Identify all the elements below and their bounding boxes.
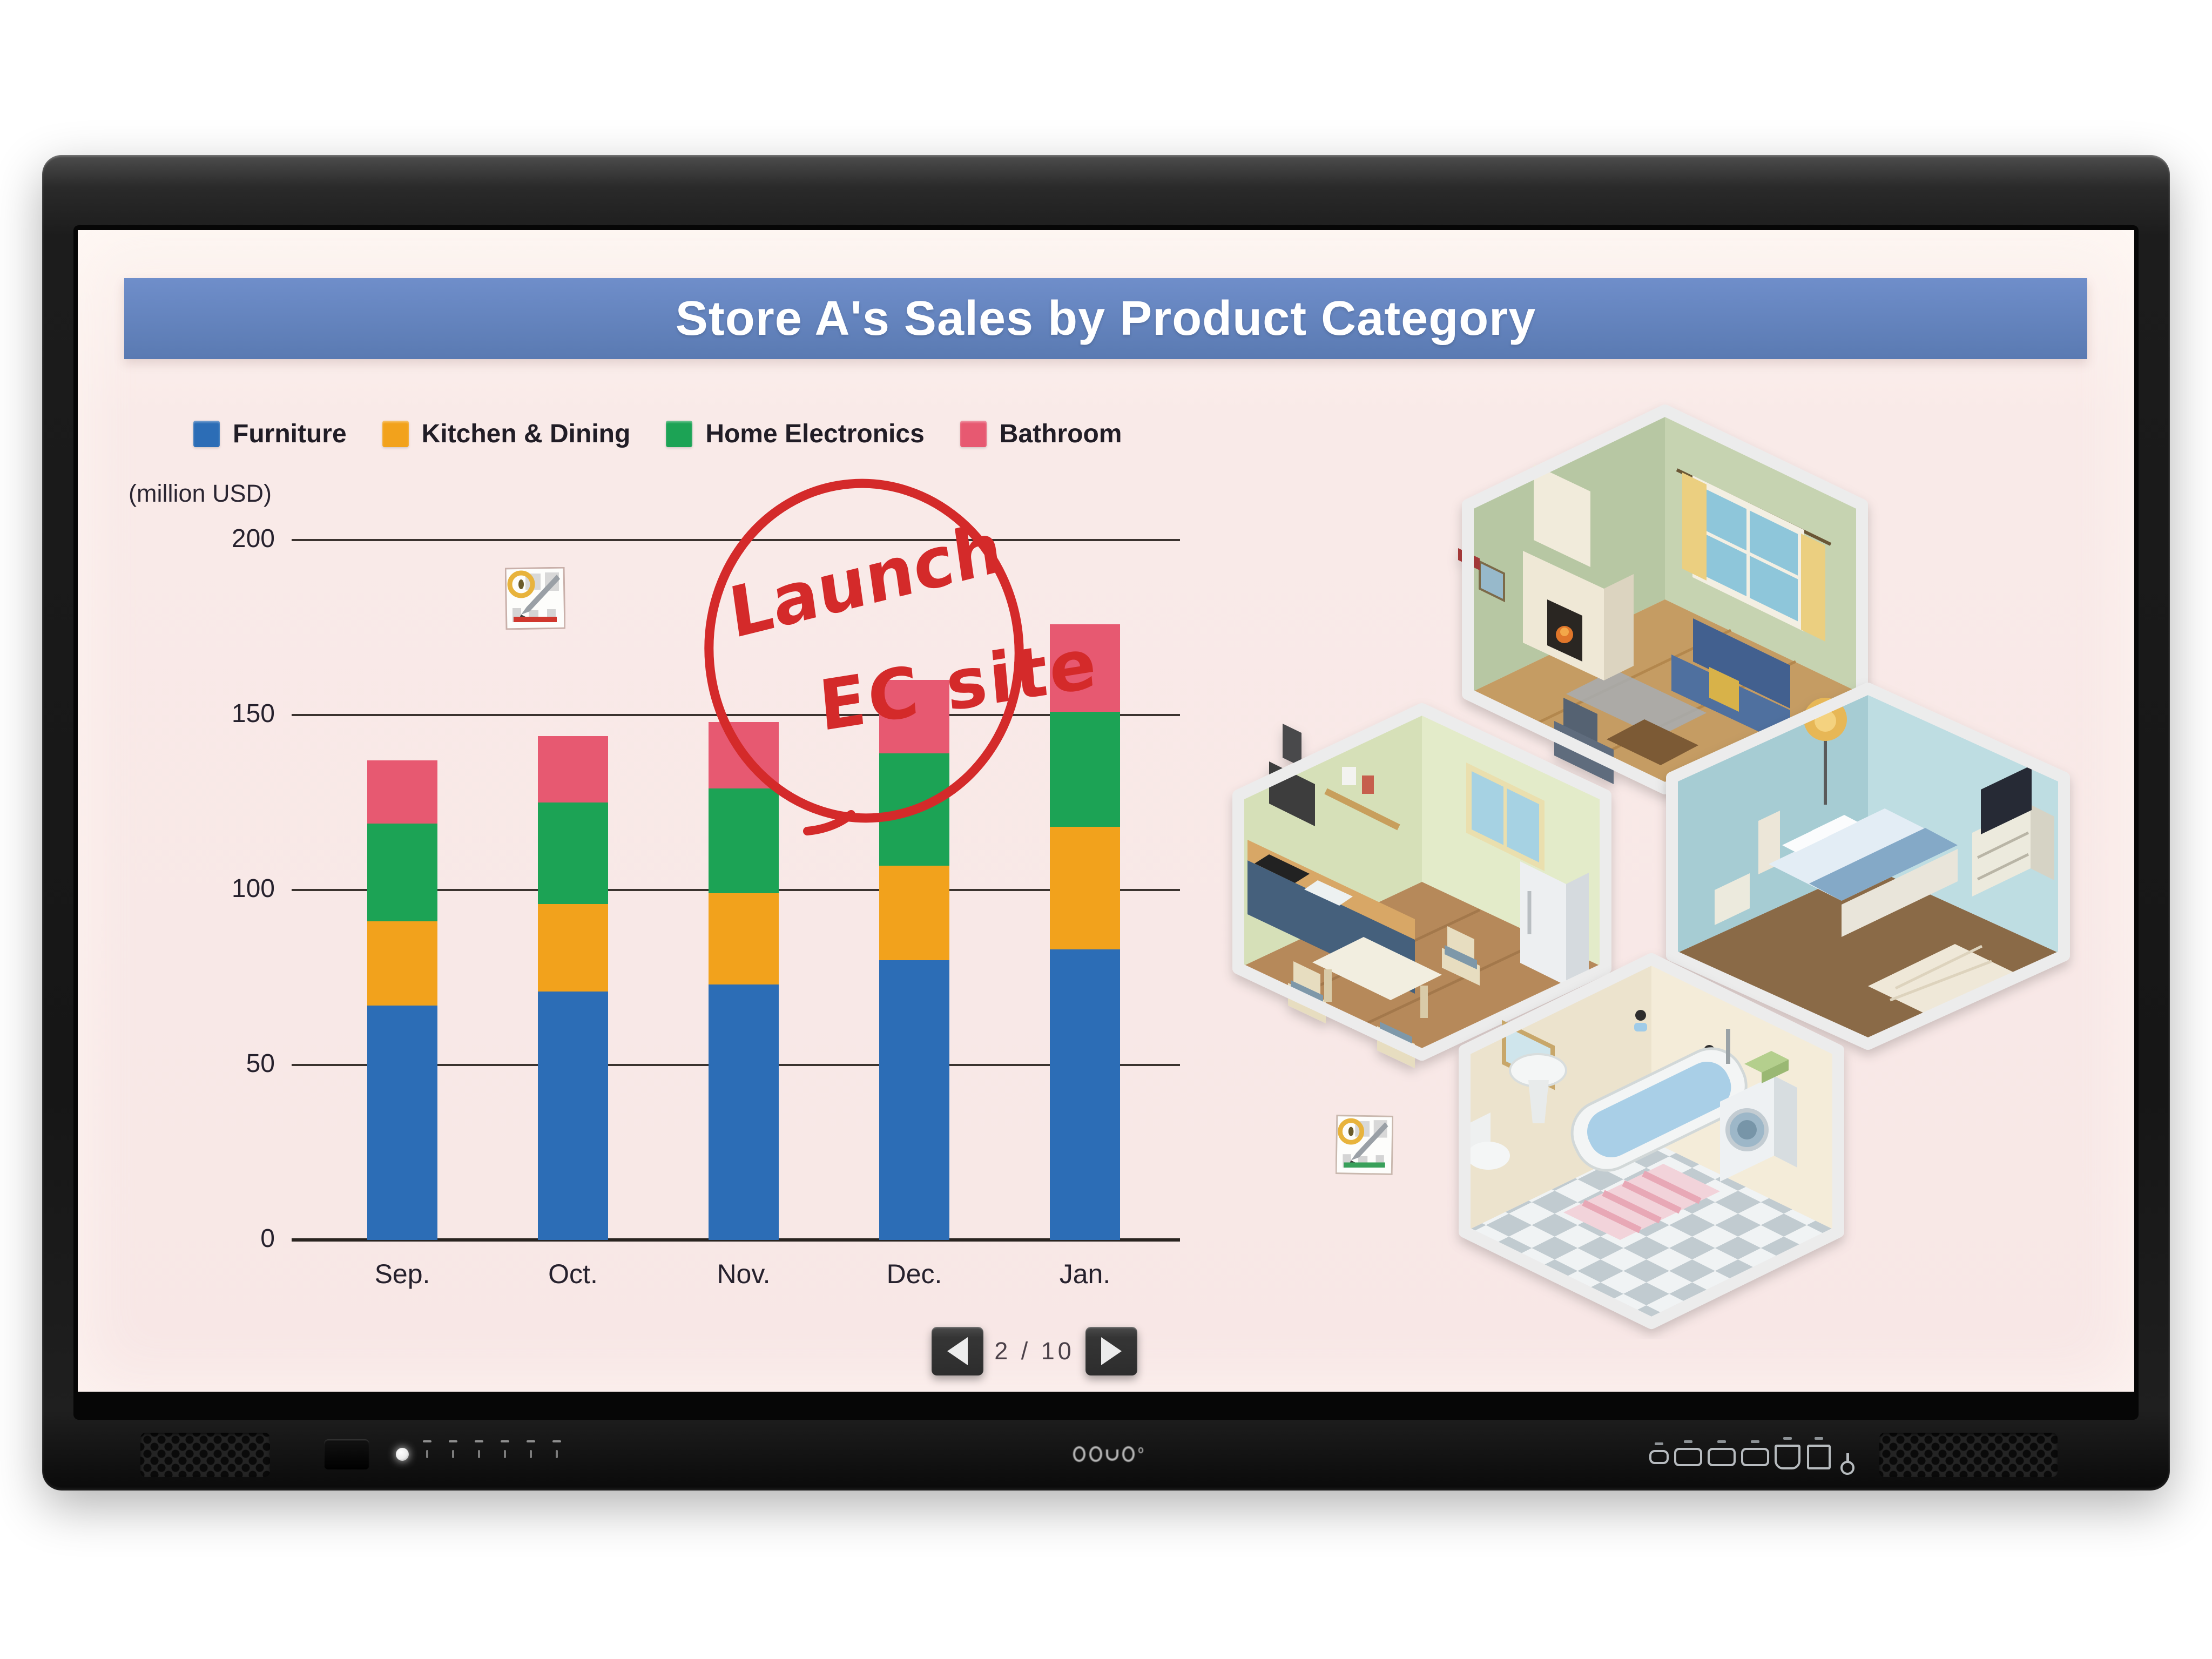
usb-port-icon — [1674, 1440, 1702, 1466]
legend-label: Furniture — [233, 420, 347, 448]
bottom-bezel — [42, 1420, 2170, 1491]
power-led-icon — [396, 1448, 409, 1461]
red-circle-annotation — [704, 478, 1024, 835]
bar-segment-Jan-bathroom — [1050, 624, 1120, 712]
y-tick-label: 200 — [231, 524, 275, 553]
usb-port-icon — [1708, 1440, 1736, 1466]
display-monitor: Store A's Sales by Product Category Furn… — [42, 155, 2170, 1491]
pencil-chart-stamp-red-icon — [505, 567, 565, 630]
bar-segment-Oct-kitchen-dining — [538, 903, 608, 992]
x-tick-label: Oct. — [548, 1259, 598, 1289]
legend-item: Kitchen & Dining — [382, 419, 631, 449]
legend-item: Furniture — [193, 419, 347, 449]
speaker-grille-left-icon — [140, 1433, 270, 1477]
bar-segment-Oct-home-electronics — [538, 802, 608, 904]
pencil-chart-stamp-green-icon — [1336, 1115, 1393, 1175]
rooms-illustration — [1232, 404, 2070, 1329]
bar-segment-Dec-kitchen-dining — [879, 865, 949, 960]
bar-segment-Nov-home-electronics — [709, 788, 779, 894]
right-arrow-icon — [1101, 1337, 1122, 1365]
usb-port-icon — [1649, 1442, 1669, 1464]
x-tick-label: Nov. — [717, 1259, 771, 1289]
bar-segment-Dec-furniture — [879, 960, 949, 1240]
prev-page-button[interactable] — [932, 1327, 983, 1375]
x-tick-label: Dec. — [886, 1259, 942, 1289]
bar-segment-Oct-bathroom — [538, 736, 608, 802]
ir-sensor-icon — [324, 1439, 369, 1469]
bar-segment-Nov-furniture — [709, 984, 779, 1240]
bar-segment-Nov-kitchen-dining — [709, 893, 779, 984]
bathroom-illustration — [1459, 953, 1844, 1329]
page-navigation: 2 / 10 — [932, 1327, 1137, 1375]
x-tick-label: Jan. — [1059, 1259, 1111, 1289]
gridline-200 — [292, 539, 1180, 541]
x-tick-label: Sep. — [374, 1259, 430, 1289]
legend-swatch — [193, 421, 220, 447]
bezel-control-button — [470, 1440, 488, 1458]
gridline-150 — [292, 714, 1180, 716]
page-indicator: 2 / 10 — [994, 1337, 1075, 1365]
y-tick-label: 50 — [246, 1049, 275, 1078]
headphone-jack-icon — [1840, 1453, 1854, 1475]
bar-segment-Sep-bathroom — [367, 760, 437, 824]
bedroom-illustration — [1666, 683, 2070, 1050]
gridline-0 — [292, 1238, 1180, 1242]
bar-segment-Sep-home-electronics — [367, 823, 437, 922]
stacked-bar-chart: 0 50 100 150 200 Sep. Oct. Nov. Dec. Jan. — [78, 230, 2134, 1392]
legend-label: Bathroom — [999, 420, 1122, 448]
bar-segment-Sep-furniture — [367, 1005, 437, 1240]
bar-segment-Jan-kitchen-dining — [1050, 827, 1120, 950]
slide-title-bar: Store A's Sales by Product Category — [124, 278, 2087, 359]
legend-swatch — [382, 421, 409, 447]
display-screen: Store A's Sales by Product Category Furn… — [78, 230, 2134, 1392]
brand-logo — [1073, 1446, 1143, 1462]
slide-title: Store A's Sales by Product Category — [675, 291, 1536, 346]
bezel-control-button — [444, 1440, 462, 1458]
legend-item: Home Electronics — [666, 419, 925, 449]
kitchen-illustration — [1232, 703, 1611, 1068]
legend-item: Bathroom — [960, 419, 1122, 449]
left-arrow-icon — [947, 1337, 968, 1365]
y-tick-label: 0 — [260, 1224, 275, 1253]
bar-segment-Jan-home-electronics — [1050, 711, 1120, 827]
y-tick-label: 100 — [231, 874, 275, 903]
legend-label: Home Electronics — [705, 420, 925, 448]
bezel-control-button — [496, 1440, 514, 1458]
y-tick-label: 150 — [231, 699, 275, 728]
legend-label: Kitchen & Dining — [421, 420, 631, 448]
bar-segment-Jan-furniture — [1050, 949, 1120, 1240]
legend-swatch — [666, 421, 693, 447]
bar-segment-Oct-furniture — [538, 991, 608, 1240]
y-axis-unit-label: (million USD) — [129, 480, 272, 507]
next-page-button[interactable] — [1085, 1327, 1137, 1375]
usb-port-icon — [1741, 1440, 1769, 1466]
bar-segment-Sep-kitchen-dining — [367, 921, 437, 1006]
bezel-control-button — [548, 1440, 566, 1458]
chart-legend: Furniture Kitchen & Dining Home Electronic… — [193, 419, 1122, 449]
hdmi-port-icon — [1775, 1437, 1800, 1469]
bezel-control-button — [522, 1440, 540, 1458]
bar-segment-Dec-bathroom — [879, 680, 949, 754]
legend-swatch — [960, 421, 987, 447]
bezel-control-button — [418, 1440, 436, 1458]
av-port-icon — [1807, 1437, 1831, 1469]
living-room-illustration — [1458, 404, 1868, 794]
speaker-grille-right-icon — [1879, 1433, 2058, 1477]
